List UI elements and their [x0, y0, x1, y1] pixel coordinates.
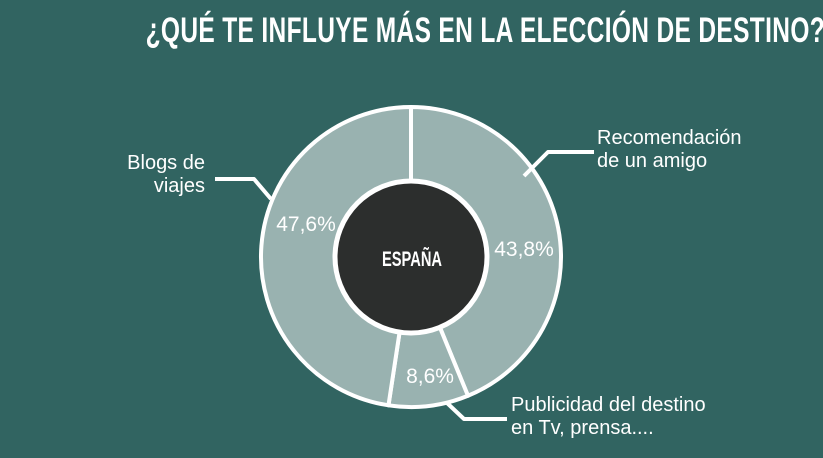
leader-line-blogs	[215, 177, 273, 201]
callout-recomendacion-line1: Recomendación	[597, 127, 742, 149]
callout-recomendacion: Recomendación de un amigo	[597, 127, 742, 173]
percent-label-blogs: 47,6%	[276, 213, 336, 236]
percent-label-publicidad: 8,6%	[406, 365, 454, 388]
percent-label-recomendacion: 43,8%	[494, 238, 554, 261]
callout-publicidad-line1: Publicidad del destino	[511, 394, 706, 416]
callout-publicidad: Publicidad del destino en Tv, prensa....	[511, 394, 706, 440]
callout-blogs-line1: Blogs de	[127, 152, 205, 174]
title-bar: ¿QUÉ TE INFLUYE MÁS EN LA ELECCIÓN DE DE…	[0, 13, 823, 49]
leader-line-recomendacion	[522, 150, 594, 178]
leader-line-publicidad	[444, 400, 507, 421]
chart-title: ¿QUÉ TE INFLUYE MÁS EN LA ELECCIÓN DE DE…	[145, 11, 823, 50]
donut-center-circle	[332, 178, 490, 336]
center-label: ESPAÑA	[382, 248, 442, 271]
callout-publicidad-line2: en Tv, prensa....	[511, 417, 654, 439]
callout-blogs: Blogs de viajes	[127, 152, 205, 198]
callout-recomendacion-line2: de un amigo	[597, 150, 708, 172]
callout-blogs-line2: viajes	[153, 175, 205, 197]
